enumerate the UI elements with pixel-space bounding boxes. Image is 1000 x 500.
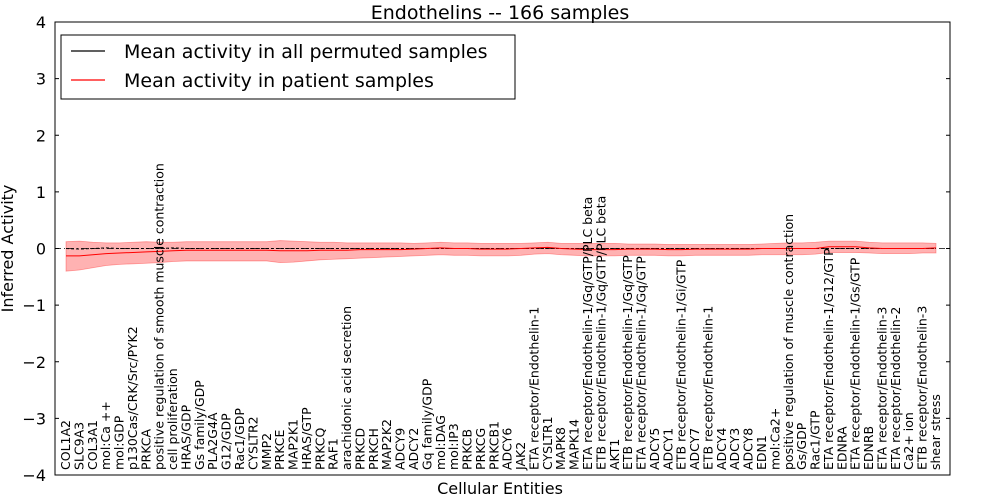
x-category-label: arachidonic acid secretion [339, 306, 354, 470]
plot-area [55, 240, 950, 272]
x-category-label: ETA receptor/Endothelin-3 [874, 307, 889, 470]
x-category-label: PRKCB [460, 429, 475, 470]
x-category-label: MAP2K1 [286, 419, 301, 470]
x-category-label: ADCY2 [406, 428, 421, 470]
x-category-label: PRKCQ [312, 428, 327, 470]
legend-label-permuted: Mean activity in all permuted samples [124, 41, 487, 63]
x-category-label: ADCY8 [741, 428, 756, 470]
x-category-label: ETA receptor/Endothelin-1/G12/GTP [821, 248, 836, 470]
x-category-label: COL1A2 [58, 420, 73, 470]
x-category-label: PRKCH [366, 428, 381, 470]
y-axis-title: Inferred Activity [0, 185, 17, 313]
x-category-label: mol:DAG [433, 415, 448, 470]
x-category-label: mol:Ca2+ [767, 408, 782, 470]
x-category-label: ETB receptor/Endothelin-1 [700, 306, 715, 470]
x-category-label: ADCY6 [500, 428, 515, 470]
x-category-label: ETA receptor/Endothelin-1/Gq/GTP [634, 256, 649, 470]
y-tick-label: 3 [36, 70, 46, 89]
x-category-label: Rac1/GTP [808, 410, 823, 470]
x-category-label: JAK2 [513, 442, 528, 471]
x-category-label: MAPK14 [567, 419, 582, 470]
x-category-label: ETB receptor/Endothelin-1/Gq/GTP [620, 255, 635, 470]
legend-box [60, 34, 516, 100]
x-category-label: PRKCA [138, 429, 153, 470]
y-tick-label: −2 [22, 353, 46, 372]
x-category-label: ETA receptor/Endothelin-1/Gs/GTP [848, 257, 863, 470]
y-tick-label: −3 [22, 409, 46, 428]
x-category-label: EDNRB [861, 426, 876, 470]
x-category-label: shear stress [928, 394, 943, 470]
legend-label-patient: Mean activity in patient samples [124, 70, 434, 92]
x-category-label: Gs family/GDP [192, 380, 207, 470]
x-category-label: cell proliferation [165, 368, 180, 470]
x-category-label: ADCY4 [714, 428, 729, 470]
x-category-label: MAPK8 [553, 427, 568, 470]
x-category-label: mol:GDP [112, 415, 127, 470]
x-category-label: Ca2+ ion [901, 412, 916, 470]
x-category-label: ADCY1 [660, 428, 675, 470]
x-axis-title: Cellular Entities [437, 479, 563, 498]
y-tick-label: 4 [36, 13, 46, 32]
x-category-label: mol:IP3 [446, 423, 461, 470]
x-category-label: AKT1 [607, 439, 622, 470]
x-category-label: ETB receptor/Endothelin-1/Gq/GTP/PLC bet… [593, 196, 608, 470]
x-category-label: ADCY5 [647, 428, 662, 470]
x-category-label: p130Cas/CRK/Src/PYK2 [125, 326, 140, 470]
x-category-label: EDNRA [834, 426, 849, 470]
x-category-label: Gq family/GDP [419, 378, 434, 470]
x-category-label: PRKCD [352, 428, 367, 470]
x-category-label: ADCY3 [727, 428, 742, 470]
x-category-label: Rac1/GDP [232, 408, 247, 470]
x-category-label: COL3A1 [85, 420, 100, 470]
x-category-label: PLA2G4A [205, 412, 220, 470]
x-category-label: MAP2K2 [379, 419, 394, 470]
series-line-patient [66, 246, 937, 257]
x-category-label: ADCY9 [393, 428, 408, 470]
y-tick-label: 1 [36, 183, 46, 202]
x-category-label: PRKCE [272, 430, 287, 470]
x-category-label: EDN1 [754, 435, 769, 470]
x-category-label: positive regulation of muscle contractio… [781, 214, 796, 470]
x-category-label: PRKCG [473, 428, 488, 470]
x-category-label: RAF1 [326, 438, 341, 470]
x-category-label: CYSLTR2 [245, 416, 260, 470]
x-category-label: PRKCB1 [486, 421, 501, 470]
x-category-label: ETA receptor/Endothelin-2 [888, 307, 903, 470]
legend: Mean activity in all permuted samples Me… [60, 34, 516, 100]
y-tick-label: 0 [36, 240, 46, 259]
chart-title: Endothelins -- 166 samples [371, 2, 630, 24]
x-category-label: HRAS/GTP [299, 407, 314, 470]
x-category-label: mol:Ca ++ [98, 401, 113, 470]
x-category-label: ETB receptor/Endothelin-1/Gi/GTP [674, 259, 689, 470]
x-category-label: ETB receptor/Endothelin-3 [915, 306, 930, 470]
x-category-label: positive regulation of smooth muscle con… [152, 163, 167, 470]
x-category-label: ADCY7 [687, 428, 702, 470]
x-category-label: CYSLTR1 [540, 416, 555, 470]
x-category-label: G12/GDP [219, 413, 234, 470]
y-tick-label: 2 [36, 126, 46, 145]
x-category-label: Gs/GDP [794, 422, 809, 470]
patient-activity-band [65, 240, 937, 272]
y-axis: 4 3 2 1 0 −1 −2 −3 −4 [22, 13, 950, 485]
x-category-label: ETA receptor/Endothelin-1 [526, 307, 541, 470]
x-category-label: MMP2 [259, 433, 274, 470]
y-tick-label: −1 [22, 296, 46, 315]
x-category-label: SLC9A3 [71, 422, 86, 470]
x-category-label: ETA receptor/Endothelin-1/Gq/GTP/PLC bet… [580, 197, 595, 470]
x-category-label: HRAS/GDP [178, 404, 193, 470]
y-tick-label: −4 [22, 466, 46, 485]
